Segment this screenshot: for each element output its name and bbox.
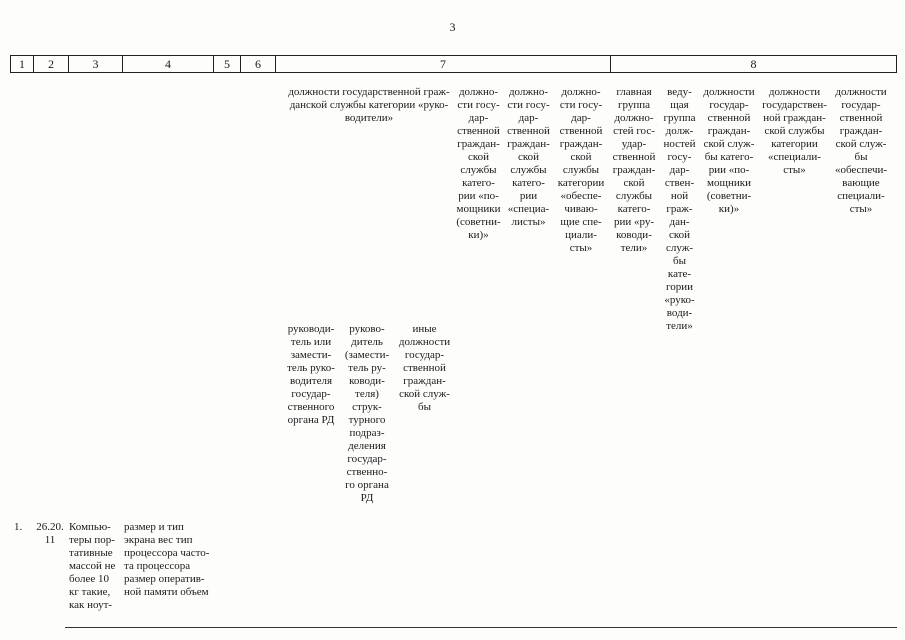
cell-col8-specialisty: должности государствен- ной граждан- ско…	[762, 86, 827, 176]
header-cell-1: 1	[11, 56, 34, 72]
cell-col7-specialisty: должно- сти госу- дар- ственной граждан-…	[507, 86, 550, 228]
table-header-row: 1 2 3 4 5 6 7 8	[10, 55, 897, 73]
page-number: 3	[449, 20, 456, 34]
header-cell-7: 7	[276, 56, 611, 72]
cell-col8-vedushchaya-gruppa: веду- щая группа долж- ностей госу- дар-…	[663, 86, 696, 332]
cell-rukovoditel-podrazdeleniya: руково- дитель (замести- тель ру- ководи…	[344, 323, 390, 504]
cell-col7-pomoshchniki: должно- сти госу- дар- ственной граждан-…	[456, 86, 501, 241]
header-cell-5: 5	[214, 56, 241, 72]
cell-col8-obespechivayushchie: должности государ- ственной граждан- ско…	[834, 86, 888, 215]
cell-row-code: 26.20. 11	[36, 521, 64, 546]
cell-row-specs: размер и тип экрана вес тип процессора ч…	[124, 521, 210, 598]
cell-col7-obespechivayushchie: должно- сти госу- дар- ственной граждан-…	[557, 86, 605, 254]
cell-row-number: 1.	[14, 521, 23, 533]
cell-col7-rukovoditeli-header: должности государственной граж- данской …	[288, 86, 450, 124]
cell-col8-pomoshchniki: должности государ- ственной граждан- ско…	[703, 86, 755, 215]
header-cell-8: 8	[750, 56, 757, 71]
header-cell-6: 6	[241, 56, 276, 72]
cell-row-name: Компью- теры пор- тативные массой не бол…	[69, 521, 116, 611]
cell-col8-glavnaya-gruppa: главная группа должно- стей гос- удар- с…	[612, 86, 656, 254]
cell-inye-dolzhnosti: иные должности государ- ственной граждан…	[398, 323, 451, 413]
header-cell-3: 3	[69, 56, 123, 72]
cell-rukovoditel-organa: руководи- тель или замести- тель руко- в…	[287, 323, 335, 426]
header-cell-2: 2	[34, 56, 69, 72]
header-cell-4: 4	[123, 56, 214, 72]
bottom-border-line	[65, 627, 897, 628]
